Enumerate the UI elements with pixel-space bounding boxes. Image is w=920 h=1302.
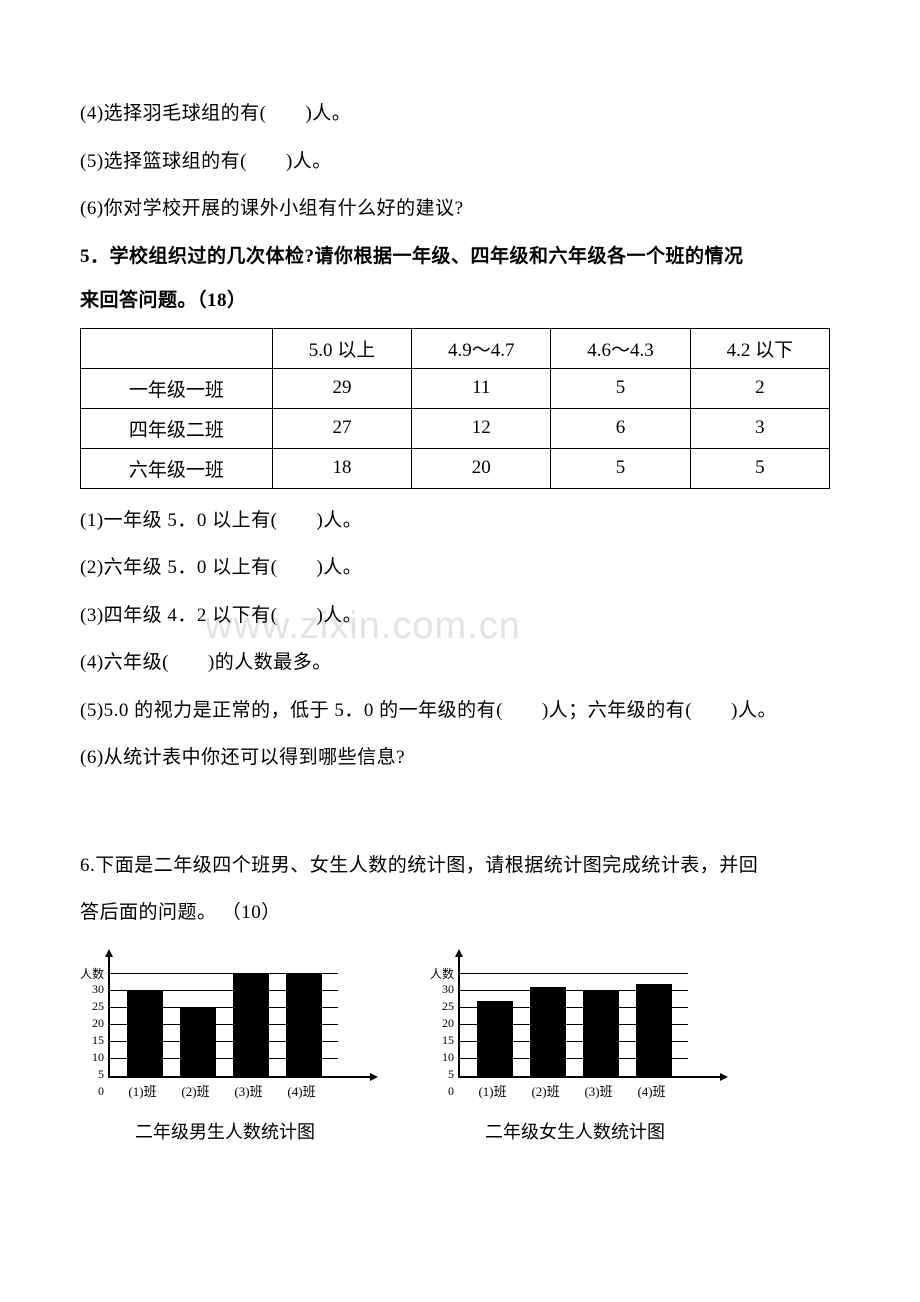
- x-label: (1)班: [122, 1081, 164, 1100]
- y-tick: 10: [442, 1049, 454, 1066]
- table-cell: 5: [690, 448, 829, 488]
- q4-sub6: (6)你对学校开展的课外小组有什么好的建议?: [80, 185, 840, 233]
- q5-intro-line2: 来回答问题。（18）: [80, 280, 840, 322]
- girls-bars: [460, 957, 688, 1076]
- girls-chart-title: 二年级女生人数统计图: [485, 1118, 665, 1144]
- y-axis-labels: 人数 30 25 20 15 10 5 0: [430, 965, 458, 1100]
- y-tick: 25: [92, 998, 104, 1015]
- bar: [477, 1001, 513, 1076]
- table-header: [81, 328, 273, 368]
- table-cell: 18: [272, 448, 411, 488]
- girls-plot: [458, 957, 720, 1078]
- q5-sub2: (2)六年级 5．0 以上有( )人。: [80, 544, 840, 592]
- table-cell: 2: [690, 368, 829, 408]
- table-cell: 27: [272, 408, 411, 448]
- charts-row: 人数 30 25 20 15 10 5 0: [80, 957, 840, 1144]
- q4-sub5: (5)选择篮球组的有( )人。: [80, 138, 840, 186]
- table-cell: 12: [412, 408, 551, 448]
- q6-intro-line2: 答后面的问题。 （10）: [80, 889, 840, 937]
- boys-chart-title: 二年级男生人数统计图: [135, 1118, 315, 1144]
- table-header: 4.9～4.7: [412, 328, 551, 368]
- x-label: (1)班: [472, 1081, 514, 1100]
- y-tick: 30: [442, 981, 454, 998]
- y-tick: 25: [442, 998, 454, 1015]
- y-tick: 0: [448, 1083, 454, 1100]
- q5-sub5: (5)5.0 的视力是正常的，低于 5．0 的一年级的有( )人；六年级的有( …: [80, 687, 840, 735]
- y-tick: 5: [448, 1066, 454, 1083]
- table-row: 一年级一班 29 11 5 2: [81, 368, 830, 408]
- bar: [233, 974, 269, 1076]
- y-tick: 15: [442, 1032, 454, 1049]
- x-axis-labels: (1)班 (2)班 (3)班 (4)班: [458, 1078, 686, 1100]
- x-label: (4)班: [631, 1081, 673, 1100]
- table-cell: 一年级一班: [81, 368, 273, 408]
- bar: [127, 991, 163, 1076]
- x-label: (4)班: [281, 1081, 323, 1100]
- x-label: (3)班: [578, 1081, 620, 1100]
- q5-sub1: (1)一年级 5．0 以上有( )人。: [80, 497, 840, 545]
- table-cell: 四年级二班: [81, 408, 273, 448]
- plot-wrap: (1)班 (2)班 (3)班 (4)班: [458, 957, 720, 1100]
- y-tick: 10: [92, 1049, 104, 1066]
- table-row: 5.0 以上 4.9～4.7 4.6～4.3 4.2 以下: [81, 328, 830, 368]
- y-axis-title: 人数: [80, 965, 104, 979]
- x-axis-labels: (1)班 (2)班 (3)班 (4)班: [108, 1078, 336, 1100]
- girls-chart-block: 人数 30 25 20 15 10 5 0: [430, 957, 720, 1144]
- table-row: 六年级一班 18 20 5 5: [81, 448, 830, 488]
- plot-wrap: (1)班 (2)班 (3)班 (4)班: [108, 957, 370, 1100]
- table-row: 四年级二班 27 12 6 3: [81, 408, 830, 448]
- y-tick: 0: [98, 1083, 104, 1100]
- x-label: (2)班: [525, 1081, 567, 1100]
- x-label: (3)班: [228, 1081, 270, 1100]
- q4-sub4: (4)选择羽毛球组的有( )人。: [80, 90, 840, 138]
- x-axis-arrow-icon: [720, 1073, 728, 1081]
- table-cell: 11: [412, 368, 551, 408]
- bar: [286, 974, 322, 1076]
- boys-plot: [108, 957, 370, 1078]
- y-tick: 30: [92, 981, 104, 998]
- y-axis-arrow-icon: [455, 949, 463, 957]
- bar: [636, 984, 672, 1076]
- table-cell: 3: [690, 408, 829, 448]
- table-cell: 5: [551, 448, 690, 488]
- y-tick: 20: [92, 1015, 104, 1032]
- y-axis-arrow-icon: [105, 949, 113, 957]
- table-header: 4.6～4.3: [551, 328, 690, 368]
- spacer: [80, 782, 840, 842]
- bar: [180, 1008, 216, 1076]
- table-header: 5.0 以上: [272, 328, 411, 368]
- girls-chart: 人数 30 25 20 15 10 5 0: [430, 957, 720, 1100]
- boys-bars: [110, 957, 338, 1076]
- q5-table: 5.0 以上 4.9～4.7 4.6～4.3 4.2 以下 一年级一班 29 1…: [80, 328, 830, 489]
- table-cell: 六年级一班: [81, 448, 273, 488]
- boys-chart-block: 人数 30 25 20 15 10 5 0: [80, 957, 370, 1144]
- table-cell: 5: [551, 368, 690, 408]
- document-content: (4)选择羽毛球组的有( )人。 (5)选择篮球组的有( )人。 (6)你对学校…: [80, 90, 840, 1144]
- table-cell: 29: [272, 368, 411, 408]
- table-cell: 6: [551, 408, 690, 448]
- table-cell: 20: [412, 448, 551, 488]
- bar: [530, 987, 566, 1075]
- y-tick: 20: [442, 1015, 454, 1032]
- y-tick: 15: [92, 1032, 104, 1049]
- x-axis-arrow-icon: [370, 1073, 378, 1081]
- q6-intro-line1: 6.下面是二年级四个班男、女生人数的统计图，请根据统计图完成统计表，并回: [80, 842, 840, 890]
- bar: [583, 991, 619, 1076]
- q5-intro-line1: 5．学校组织过的几次体检?请你根据一年级、四年级和六年级各一个班的情况: [80, 233, 840, 281]
- y-axis-title: 人数: [430, 965, 454, 979]
- table-header: 4.2 以下: [690, 328, 829, 368]
- boys-chart: 人数 30 25 20 15 10 5 0: [80, 957, 370, 1100]
- q5-sub4: (4)六年级( )的人数最多。: [80, 639, 840, 687]
- y-axis-labels: 人数 30 25 20 15 10 5 0: [80, 965, 108, 1100]
- x-label: (2)班: [175, 1081, 217, 1100]
- y-tick: 5: [98, 1066, 104, 1083]
- q5-sub3: (3)四年级 4．2 以下有( )人。: [80, 592, 840, 640]
- q5-sub6: (6)从统计表中你还可以得到哪些信息?: [80, 734, 840, 782]
